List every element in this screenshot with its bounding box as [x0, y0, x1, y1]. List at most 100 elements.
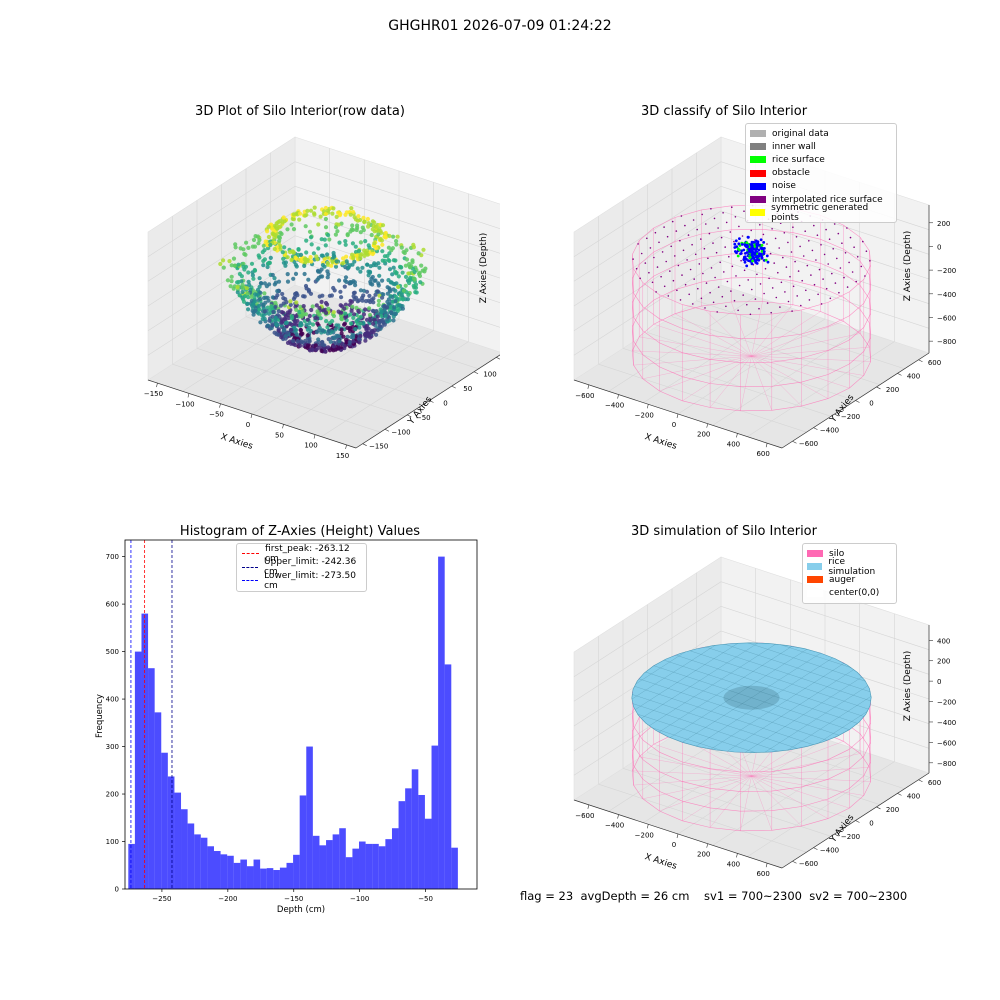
- histogram-bar: [148, 668, 155, 889]
- surface-mesh: [663, 659, 858, 724]
- interpolated-point: [778, 247, 780, 249]
- cluster-point: [739, 252, 743, 255]
- data-point: [271, 232, 276, 237]
- data-point: [331, 344, 336, 349]
- legend-entry: rice simulation: [807, 557, 892, 577]
- histogram-bar: [207, 846, 214, 889]
- data-point: [262, 309, 267, 314]
- interpolated-point: [726, 280, 729, 283]
- tick: [918, 779, 923, 783]
- cluster-point: [740, 249, 743, 253]
- legend-entry: symmetric generated points: [750, 203, 892, 223]
- data-point: [305, 317, 310, 322]
- silo-spoke: [701, 305, 752, 357]
- data-point: [264, 284, 269, 289]
- data-point: [391, 265, 396, 270]
- data-point: [348, 325, 353, 331]
- tick: [765, 443, 768, 448]
- interpolated-point: [730, 290, 732, 292]
- x-tick-label: −600: [575, 812, 594, 820]
- x-tick-label: 100: [304, 442, 317, 450]
- cluster-point: [745, 241, 749, 245]
- data-point: [258, 296, 263, 302]
- cluster-point: [746, 235, 750, 239]
- data-point: [371, 223, 376, 229]
- data-point: [392, 305, 397, 310]
- data-point: [318, 316, 323, 321]
- data-point: [237, 271, 242, 277]
- histogram-bar: [444, 664, 452, 889]
- interpolated-point: [865, 250, 868, 252]
- y-tick-label: 200: [886, 386, 899, 394]
- interpolated-point: [796, 295, 798, 297]
- data-point: [367, 269, 373, 274]
- data-point: [334, 214, 339, 219]
- data-point: [289, 222, 294, 227]
- x-axis-label: X Axies: [643, 432, 678, 452]
- data-point: [339, 310, 344, 315]
- interpolated-point: [789, 275, 791, 278]
- data-point: [297, 217, 302, 222]
- data-point: [309, 242, 314, 247]
- data-point: [370, 308, 375, 313]
- legend-label: first_peak: -263.12 cm: [265, 543, 350, 564]
- interpolated-point: [676, 289, 678, 292]
- data-point: [323, 225, 329, 230]
- data-point: [349, 206, 354, 211]
- cluster-point: [734, 239, 738, 243]
- legend-swatch: [750, 169, 766, 177]
- silo-spoke: [751, 301, 763, 357]
- data-point: [305, 327, 310, 332]
- data-point: [356, 308, 361, 313]
- tick: [473, 371, 479, 374]
- data-point: [405, 297, 410, 302]
- data-point: [326, 328, 332, 333]
- tick: [834, 833, 839, 837]
- data-point: [314, 303, 319, 308]
- x-tick-label: −600: [575, 392, 594, 400]
- cluster-point: [738, 237, 741, 241]
- data-point: [246, 245, 251, 250]
- interpolated-point: [841, 242, 843, 244]
- data-point: [356, 248, 362, 254]
- histogram-bar: [418, 794, 425, 889]
- data-point: [343, 239, 348, 244]
- data-point: [246, 270, 251, 275]
- interpolated-point: [712, 242, 714, 244]
- y-tick-label: 300: [106, 743, 119, 751]
- data-point: [385, 299, 390, 304]
- z-tick-label: 0: [937, 243, 941, 251]
- data-point: [380, 278, 385, 283]
- legend-entry: auger: [807, 573, 892, 586]
- data-point: [368, 299, 373, 305]
- x-tick-label: −250: [152, 895, 171, 903]
- data-point: [315, 309, 320, 314]
- data-point: [278, 230, 283, 235]
- silo-spoke: [751, 355, 802, 407]
- interpolated-point: [771, 287, 774, 289]
- data-point: [299, 331, 304, 336]
- data-point: [250, 273, 255, 278]
- data-point: [294, 300, 299, 305]
- interpolated-point: [869, 260, 871, 262]
- data-point: [323, 349, 328, 354]
- interpolated-point: [829, 297, 832, 300]
- silo-spoke: [751, 333, 861, 357]
- data-point: [382, 234, 387, 239]
- data-point: [282, 327, 287, 332]
- interpolated-point: [846, 286, 849, 288]
- data-point: [257, 276, 262, 281]
- data-point: [393, 288, 398, 293]
- data-point: [366, 221, 371, 226]
- histogram-bar: [181, 809, 188, 889]
- data-point: [396, 303, 401, 308]
- data-point: [266, 234, 271, 240]
- data-point: [240, 289, 245, 295]
- interpolated-point: [637, 243, 639, 245]
- x-tick-label: 150: [336, 452, 349, 460]
- interpolated-point: [722, 212, 724, 214]
- y-tick-label: 0: [869, 820, 873, 828]
- silo-spoke: [731, 301, 752, 357]
- data-point: [383, 313, 388, 319]
- data-point: [251, 312, 256, 317]
